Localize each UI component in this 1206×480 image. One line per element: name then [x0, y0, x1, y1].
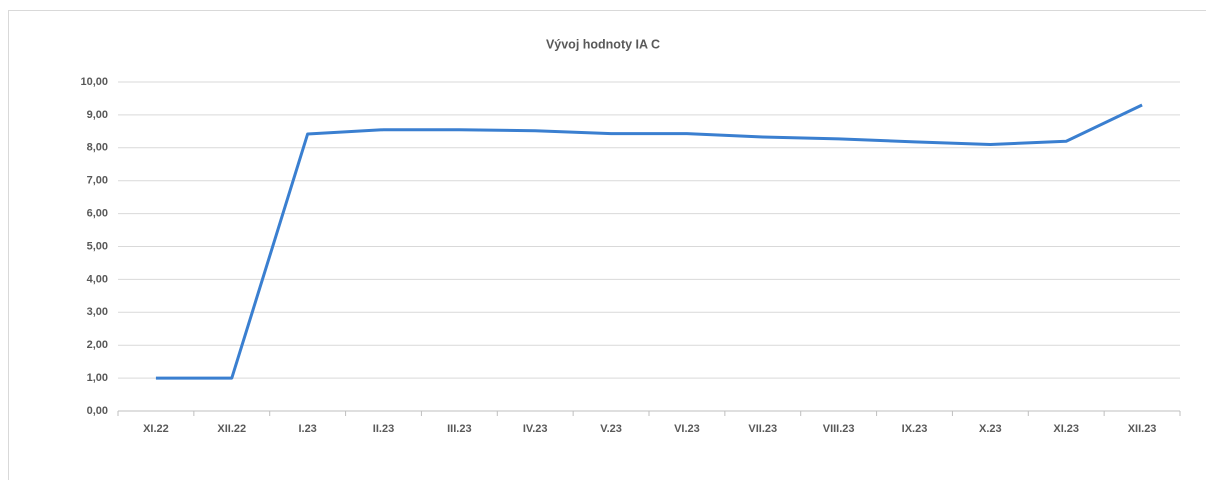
y-tick-label: 8,00 — [87, 142, 108, 154]
x-tick-label: V.23 — [600, 423, 622, 435]
x-tick-label: XI.22 — [143, 423, 169, 435]
y-tick-label: 1,00 — [87, 372, 108, 384]
x-tick-label: XI.23 — [1053, 423, 1079, 435]
y-tick-label: 4,00 — [87, 273, 108, 285]
x-tick-label: I.23 — [298, 423, 316, 435]
y-tick-label: 0,00 — [87, 405, 108, 417]
y-tick-label: 3,00 — [87, 306, 108, 318]
chart-title: Vývoj hodnoty IA C — [546, 37, 660, 51]
x-tick-label: VI.23 — [674, 423, 700, 435]
y-tick-label: 9,00 — [87, 109, 108, 121]
x-tick-label: IX.23 — [902, 423, 928, 435]
x-tick-label: XII.22 — [217, 423, 246, 435]
x-tick-label: II.23 — [373, 423, 394, 435]
y-tick-label: 5,00 — [87, 240, 108, 252]
y-tick-label: 6,00 — [87, 208, 108, 220]
x-tick-label: X.23 — [979, 423, 1002, 435]
y-tick-label: 10,00 — [80, 76, 108, 88]
x-tick-label: IV.23 — [523, 423, 548, 435]
x-tick-label: III.23 — [447, 423, 471, 435]
x-tick-label: VII.23 — [748, 423, 777, 435]
x-tick-label: VIII.23 — [823, 423, 855, 435]
y-tick-label: 2,00 — [87, 339, 108, 351]
line-series — [155, 103, 1143, 380]
chart-frame — [8, 10, 1206, 480]
x-tick-label: XII.23 — [1128, 423, 1157, 435]
y-tick-label: 7,00 — [87, 175, 108, 187]
